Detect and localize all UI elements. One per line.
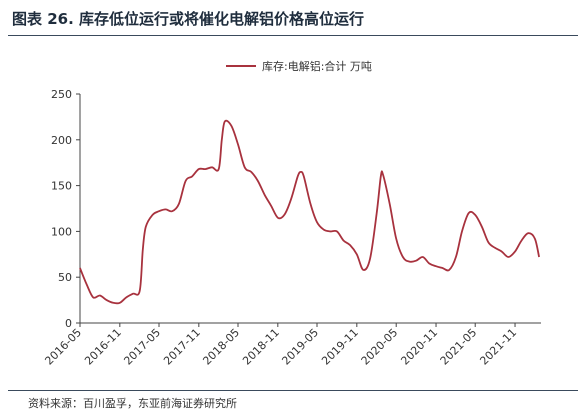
source-note: 资料来源：百川盈孚，东亚前海证券研究所 [28, 397, 237, 410]
y-axis-ticks: 0 50 100 150 200 250 [51, 88, 80, 330]
x-tick-label: 2017-11 [161, 326, 203, 368]
x-tick-label: 2019-05 [279, 326, 321, 368]
title-rule [8, 35, 578, 36]
line-chart: 库存:电解铝:合计 万吨 0 50 100 150 200 250 2016-052016… [42, 59, 541, 368]
x-axis-ticks: 2016-052016-112017-052017-112018-052018-… [42, 323, 519, 368]
y-tick-label: 100 [51, 225, 72, 238]
x-tick-label: 2016-11 [82, 326, 124, 368]
figure-title: 图表 26. 库存低位运行或将催化电解铝价格高位运行 [12, 10, 365, 28]
y-tick-label: 150 [51, 180, 72, 193]
x-tick-label: 2020-11 [398, 326, 440, 368]
y-tick-label: 250 [51, 88, 72, 101]
x-tick-label: 2017-05 [121, 326, 163, 368]
x-tick-label: 2018-11 [240, 326, 282, 368]
y-tick-label: 200 [51, 134, 72, 147]
series-line [79, 119, 540, 305]
y-tick-label: 50 [58, 271, 72, 284]
x-tick-label: 2021-05 [438, 326, 480, 368]
x-tick-label: 2018-05 [200, 326, 242, 368]
x-tick-label: 2020-05 [359, 326, 401, 368]
y-tick-label: 0 [65, 317, 72, 330]
legend-label: 库存:电解铝:合计 万吨 [262, 59, 372, 73]
x-tick-label: 2016-05 [42, 326, 84, 368]
axes [79, 94, 541, 324]
x-tick-label: 2019-11 [319, 326, 361, 368]
legend: 库存:电解铝:合计 万吨 [226, 59, 372, 73]
x-tick-label: 2021-11 [477, 326, 519, 368]
source-rule [8, 390, 578, 391]
